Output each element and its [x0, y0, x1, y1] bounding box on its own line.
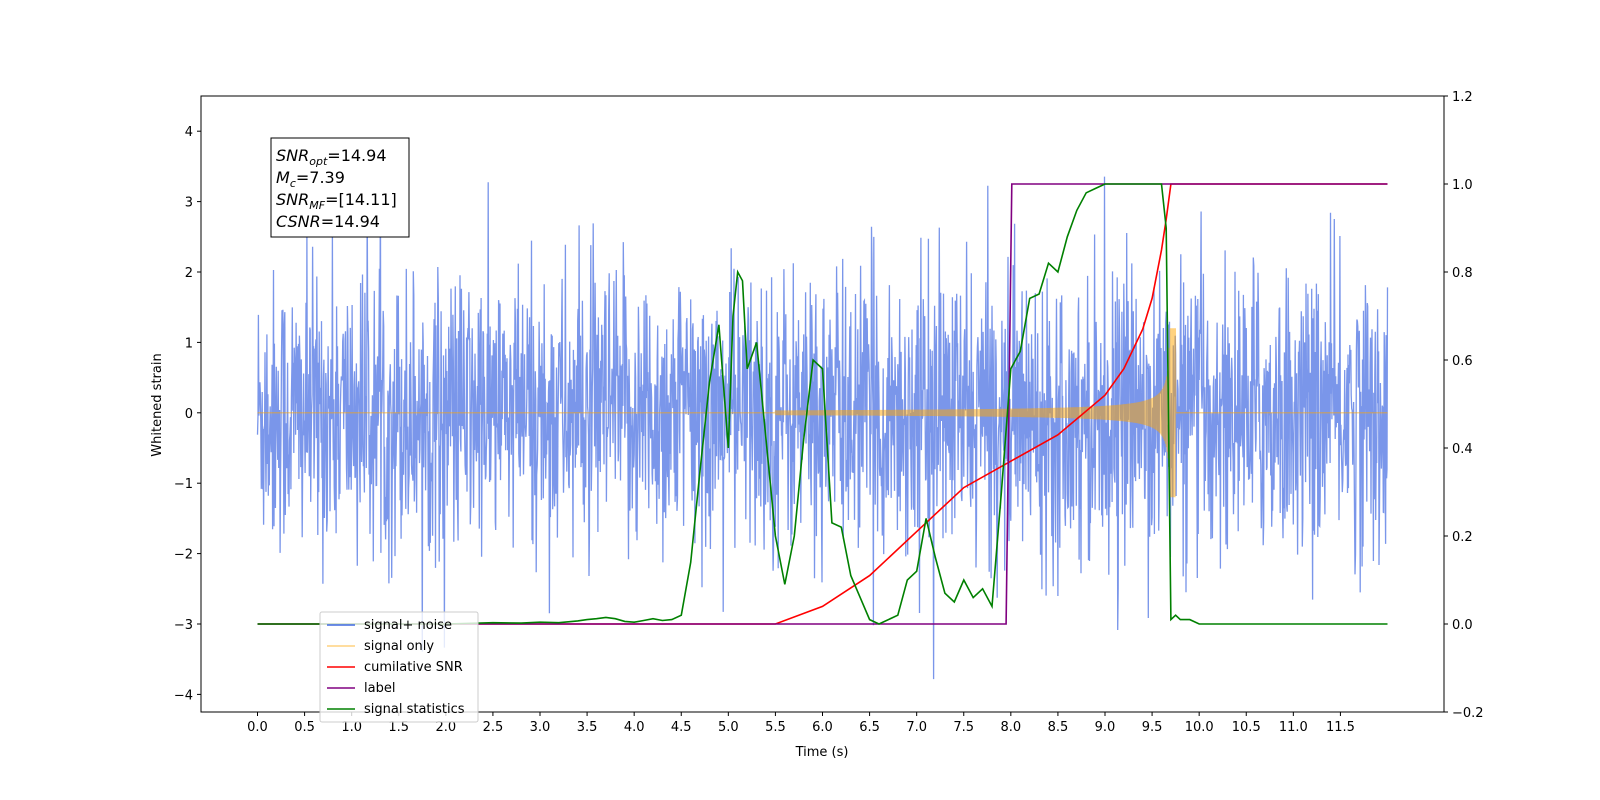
- x-tick-label: 11.5: [1326, 720, 1355, 735]
- series-signal-only: [257, 328, 1388, 498]
- x-tick-label: 0.0: [247, 720, 268, 735]
- y2-tick-label: 1.2: [1452, 90, 1473, 105]
- legend-entry-signal-statistics: signal statistics: [327, 702, 465, 717]
- series-cumulative-snr: [257, 183, 1388, 625]
- x-tick-label: 9.5: [1142, 720, 1163, 735]
- x-tick-label: 5.0: [718, 720, 739, 735]
- y2-tick-label: 0.0: [1452, 618, 1473, 633]
- info-snr-opt: SNRopt=14.94: [276, 146, 387, 168]
- x-tick-label: 0.5: [294, 720, 315, 735]
- series-layer: [256, 144, 1389, 680]
- y-ticks: 4 3 2 1 0 −1 −2 −3 −4: [174, 125, 201, 703]
- x-tick-label: 11.0: [1279, 720, 1308, 735]
- legend-entry-cumulative-snr: cumilative SNR: [327, 660, 463, 675]
- x-tick-label: 3.0: [530, 720, 551, 735]
- info-snr-opt-sub: opt: [309, 155, 328, 168]
- legend-entry-signal-only: signal only: [327, 639, 434, 654]
- y-tick-label: 3: [185, 196, 193, 211]
- x-tick-label: 2.5: [483, 720, 504, 735]
- legend-label-label: label: [364, 681, 395, 696]
- x-tick-label: 6.5: [859, 720, 880, 735]
- legend: signal+ noise signal only cumilative SNR…: [319, 611, 479, 723]
- x-tick-label: 7.0: [906, 720, 927, 735]
- y-tick-label: 1: [185, 336, 193, 351]
- x-tick-label: 7.5: [953, 720, 974, 735]
- y-tick-label: 4: [185, 125, 193, 140]
- legend-label-cumulative-snr: cumilative SNR: [364, 660, 463, 675]
- legend-label-signal-noise: signal+ noise: [364, 618, 452, 633]
- x-tick-label: 4.0: [624, 720, 645, 735]
- y-tick-label: −3: [174, 618, 193, 633]
- y-tick-label: −1: [174, 477, 193, 492]
- x-tick-label: 9.0: [1095, 720, 1116, 735]
- info-mc: Mc=7.39: [276, 168, 345, 190]
- x-tick-label: 1.0: [341, 720, 362, 735]
- y-tick-label: −2: [174, 548, 193, 563]
- y-tick-label: 2: [185, 266, 193, 281]
- series-label: [257, 183, 1388, 625]
- x-tick-label: 10.5: [1232, 720, 1261, 735]
- y2-tick-label: 1.0: [1452, 178, 1473, 193]
- y2-tick-label: 0.8: [1452, 266, 1473, 281]
- x-tick-label: 2.0: [435, 720, 456, 735]
- x-tick-label: 1.5: [388, 720, 409, 735]
- info-box-frame: [270, 137, 410, 238]
- x-tick-label: 4.5: [671, 720, 692, 735]
- x-ticks: 0.0 0.5 1.0 1.5 2.0 2.5 3.0 3.5 4.0 4.5 5.0 5.5 6.0 6…: [247, 712, 1355, 735]
- info-snr-mf: SNRMF=[14.11]: [276, 190, 397, 212]
- info-snr-mf-label: SNR: [276, 190, 309, 209]
- x-tick-label: 3.5: [577, 720, 598, 735]
- info-mc-value: =7.39: [296, 168, 345, 187]
- legend-label-signal-statistics: signal statistics: [364, 702, 465, 717]
- x-axis-label: Time (s): [795, 745, 849, 760]
- info-box: SNRopt=14.94 Mc=7.39 SNRMF=[14.11] CSNR=…: [270, 137, 410, 238]
- x-tick-label: 8.5: [1048, 720, 1069, 735]
- info-snr-mf-sub: MF: [309, 199, 325, 212]
- legend-entry-label: label: [327, 681, 395, 696]
- series-signal-noise: [256, 144, 1389, 680]
- x-tick-label: 10.0: [1185, 720, 1214, 735]
- info-snr-opt-value: =14.94: [327, 146, 386, 165]
- y-tick-label: −4: [174, 688, 193, 703]
- series-signal-statistics: [257, 183, 1388, 625]
- legend-frame: [319, 611, 479, 723]
- y2-tick-label: 0.2: [1452, 530, 1473, 545]
- x-tick-label: 6.0: [812, 720, 833, 735]
- x-tick-label: 8.0: [1000, 720, 1021, 735]
- info-csnr-value: =14.94: [321, 212, 380, 231]
- y2-tick-label: 0.6: [1452, 354, 1473, 369]
- legend-entry-signal-noise: signal+ noise: [327, 618, 452, 633]
- legend-label-signal-only: signal only: [364, 639, 434, 654]
- info-snr-opt-label: SNR: [276, 146, 309, 165]
- info-snr-mf-value: =[14.11]: [325, 190, 397, 209]
- info-csnr-label: CSNR: [276, 212, 321, 231]
- info-mc-sub: c: [290, 177, 296, 190]
- x-tick-label: 5.5: [765, 720, 786, 735]
- y-axis-label: Whitened strain: [150, 353, 165, 456]
- y2-tick-label: −0.2: [1452, 706, 1484, 721]
- y-tick-label: 0: [185, 407, 193, 422]
- info-mc-label: M: [276, 168, 290, 187]
- y2-ticks: 1.2 1.0 0.8 0.6 0.4 0.2 0.0 −0.2: [1444, 90, 1484, 721]
- info-csnr: CSNR=14.94: [276, 212, 380, 231]
- y2-tick-label: 0.4: [1452, 442, 1473, 457]
